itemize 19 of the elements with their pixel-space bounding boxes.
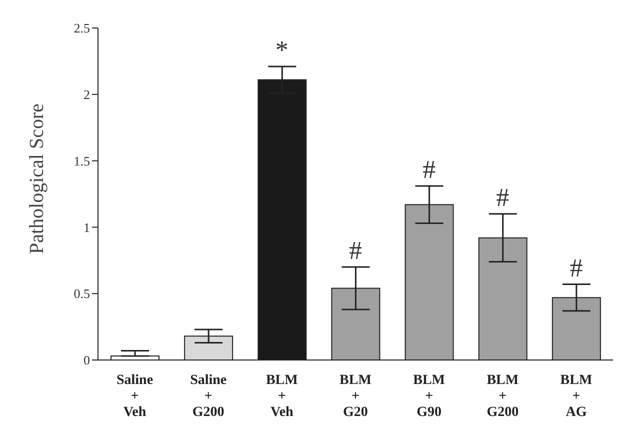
annotation: #	[422, 155, 436, 184]
x-tick-label: Saline + G200	[190, 373, 227, 420]
y-tick-label: 2.5	[74, 20, 90, 36]
y-tick-label: 0.5	[74, 286, 90, 302]
y-tick-label: 2	[84, 87, 90, 102]
x-tick-label: BLM + Veh	[266, 373, 298, 420]
x-tick-label: Saline + Veh	[116, 373, 154, 420]
annotation: #	[349, 236, 362, 266]
annotation: #	[570, 253, 583, 282]
x-tick-label: BLM + G90	[413, 373, 446, 420]
x-tick-label: BLM + G20	[340, 373, 372, 420]
y-tick-label: 1.5	[74, 153, 90, 168]
annotation: *	[275, 36, 288, 65]
y-tick-label: 1	[84, 220, 90, 235]
x-tick-label: BLM + G200	[486, 373, 519, 420]
x-tick-label: BLM + AG	[560, 373, 592, 420]
y-axis-title: Pathological Score	[26, 103, 48, 254]
annotation: #	[496, 182, 510, 212]
y-tick-label: 0	[84, 352, 90, 368]
